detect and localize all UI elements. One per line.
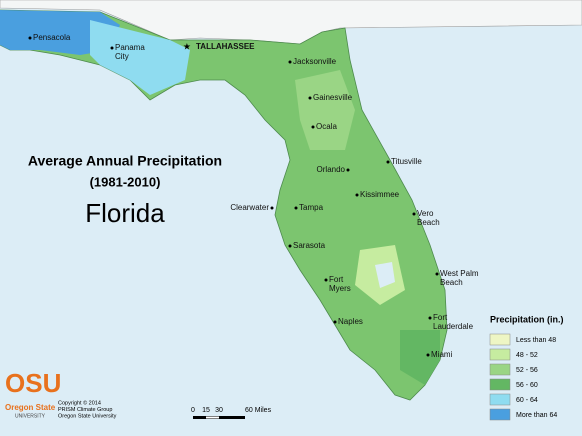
city-dot [324, 278, 328, 282]
wet-region [90, 20, 190, 95]
scale-label: 30 [215, 407, 223, 414]
city-label: Ocala [316, 122, 337, 131]
logo-line: UNIVERSITY [15, 413, 46, 419]
credit-line: Oregon State University [58, 413, 117, 419]
city-dot [294, 206, 298, 210]
city-dot [311, 125, 315, 129]
scale-bar [206, 416, 219, 419]
city-label: Naples [338, 317, 363, 326]
scale-label: 60 Miles [245, 407, 272, 414]
legend-label: 48 - 52 [516, 352, 538, 359]
city-label: Jacksonville [293, 57, 337, 66]
legend-label: 60 - 64 [516, 397, 538, 404]
city-label: Tampa [299, 203, 324, 212]
region [400, 330, 440, 385]
city-label: Titusville [391, 157, 422, 166]
city-label: Clearwater [230, 203, 269, 212]
city-dot [308, 96, 312, 100]
city-dot [288, 244, 292, 248]
logo-line: Oregon State [5, 403, 56, 412]
legend-label: 56 - 60 [516, 382, 538, 389]
city-label: West Palm [440, 269, 479, 278]
legend-label: Less than 48 [516, 337, 556, 344]
city-dot [288, 60, 292, 64]
city-dot [355, 193, 359, 197]
legend-swatch [489, 348, 511, 361]
legend-title: Precipitation (in.) [490, 314, 564, 324]
city-label: Fort [433, 313, 448, 322]
city-label: Myers [329, 284, 351, 293]
city-dot [346, 168, 350, 172]
city-label: Beach [417, 218, 440, 227]
city-dot [28, 36, 32, 40]
capital-marker: ★ [183, 41, 191, 51]
city-label: Gainesville [313, 93, 353, 102]
legend-swatch [489, 333, 511, 346]
legend-swatch [489, 408, 511, 421]
city-label: Panama [115, 43, 145, 52]
map-title: Average Annual Precipitation [28, 153, 222, 169]
map-subtitle: (1981-2010) [90, 174, 161, 189]
credit-line: Copyright © 2014 [58, 399, 101, 406]
city-dot [412, 212, 416, 216]
city-dot [270, 206, 274, 210]
city-label: Lauderdale [433, 322, 474, 331]
city-dot [110, 46, 114, 50]
city-dot [386, 160, 390, 164]
legend-label: More than 64 [516, 412, 557, 419]
scale-label: 15 [202, 407, 210, 414]
city-label: Vero [417, 209, 434, 218]
city-label: Fort [329, 275, 344, 284]
credit-line: PRISM Climate Group [58, 407, 112, 413]
legend-swatch [489, 378, 511, 391]
city-dot [426, 353, 430, 357]
city-label: Pensacola [33, 33, 71, 42]
legend-label: 52 - 56 [516, 367, 538, 374]
state-name: Florida [85, 198, 165, 228]
city-label: Beach [440, 278, 463, 287]
scale-label: 0 [191, 407, 195, 414]
city-dot [428, 316, 432, 320]
legend-swatch [489, 393, 511, 406]
city-label: City [115, 52, 129, 61]
city-label: Miami [431, 350, 453, 359]
city-label: Sarasota [293, 241, 326, 250]
region [295, 70, 355, 150]
logo: OSU [5, 368, 61, 398]
legend-swatch [489, 363, 511, 376]
city-label: Orlando [317, 165, 346, 174]
lake-okeechobee [375, 262, 395, 288]
city-label: Kissimmee [360, 190, 400, 199]
city-label: TALLAHASSEE [196, 42, 255, 51]
city-dot [333, 320, 337, 324]
city-dot [435, 272, 439, 276]
